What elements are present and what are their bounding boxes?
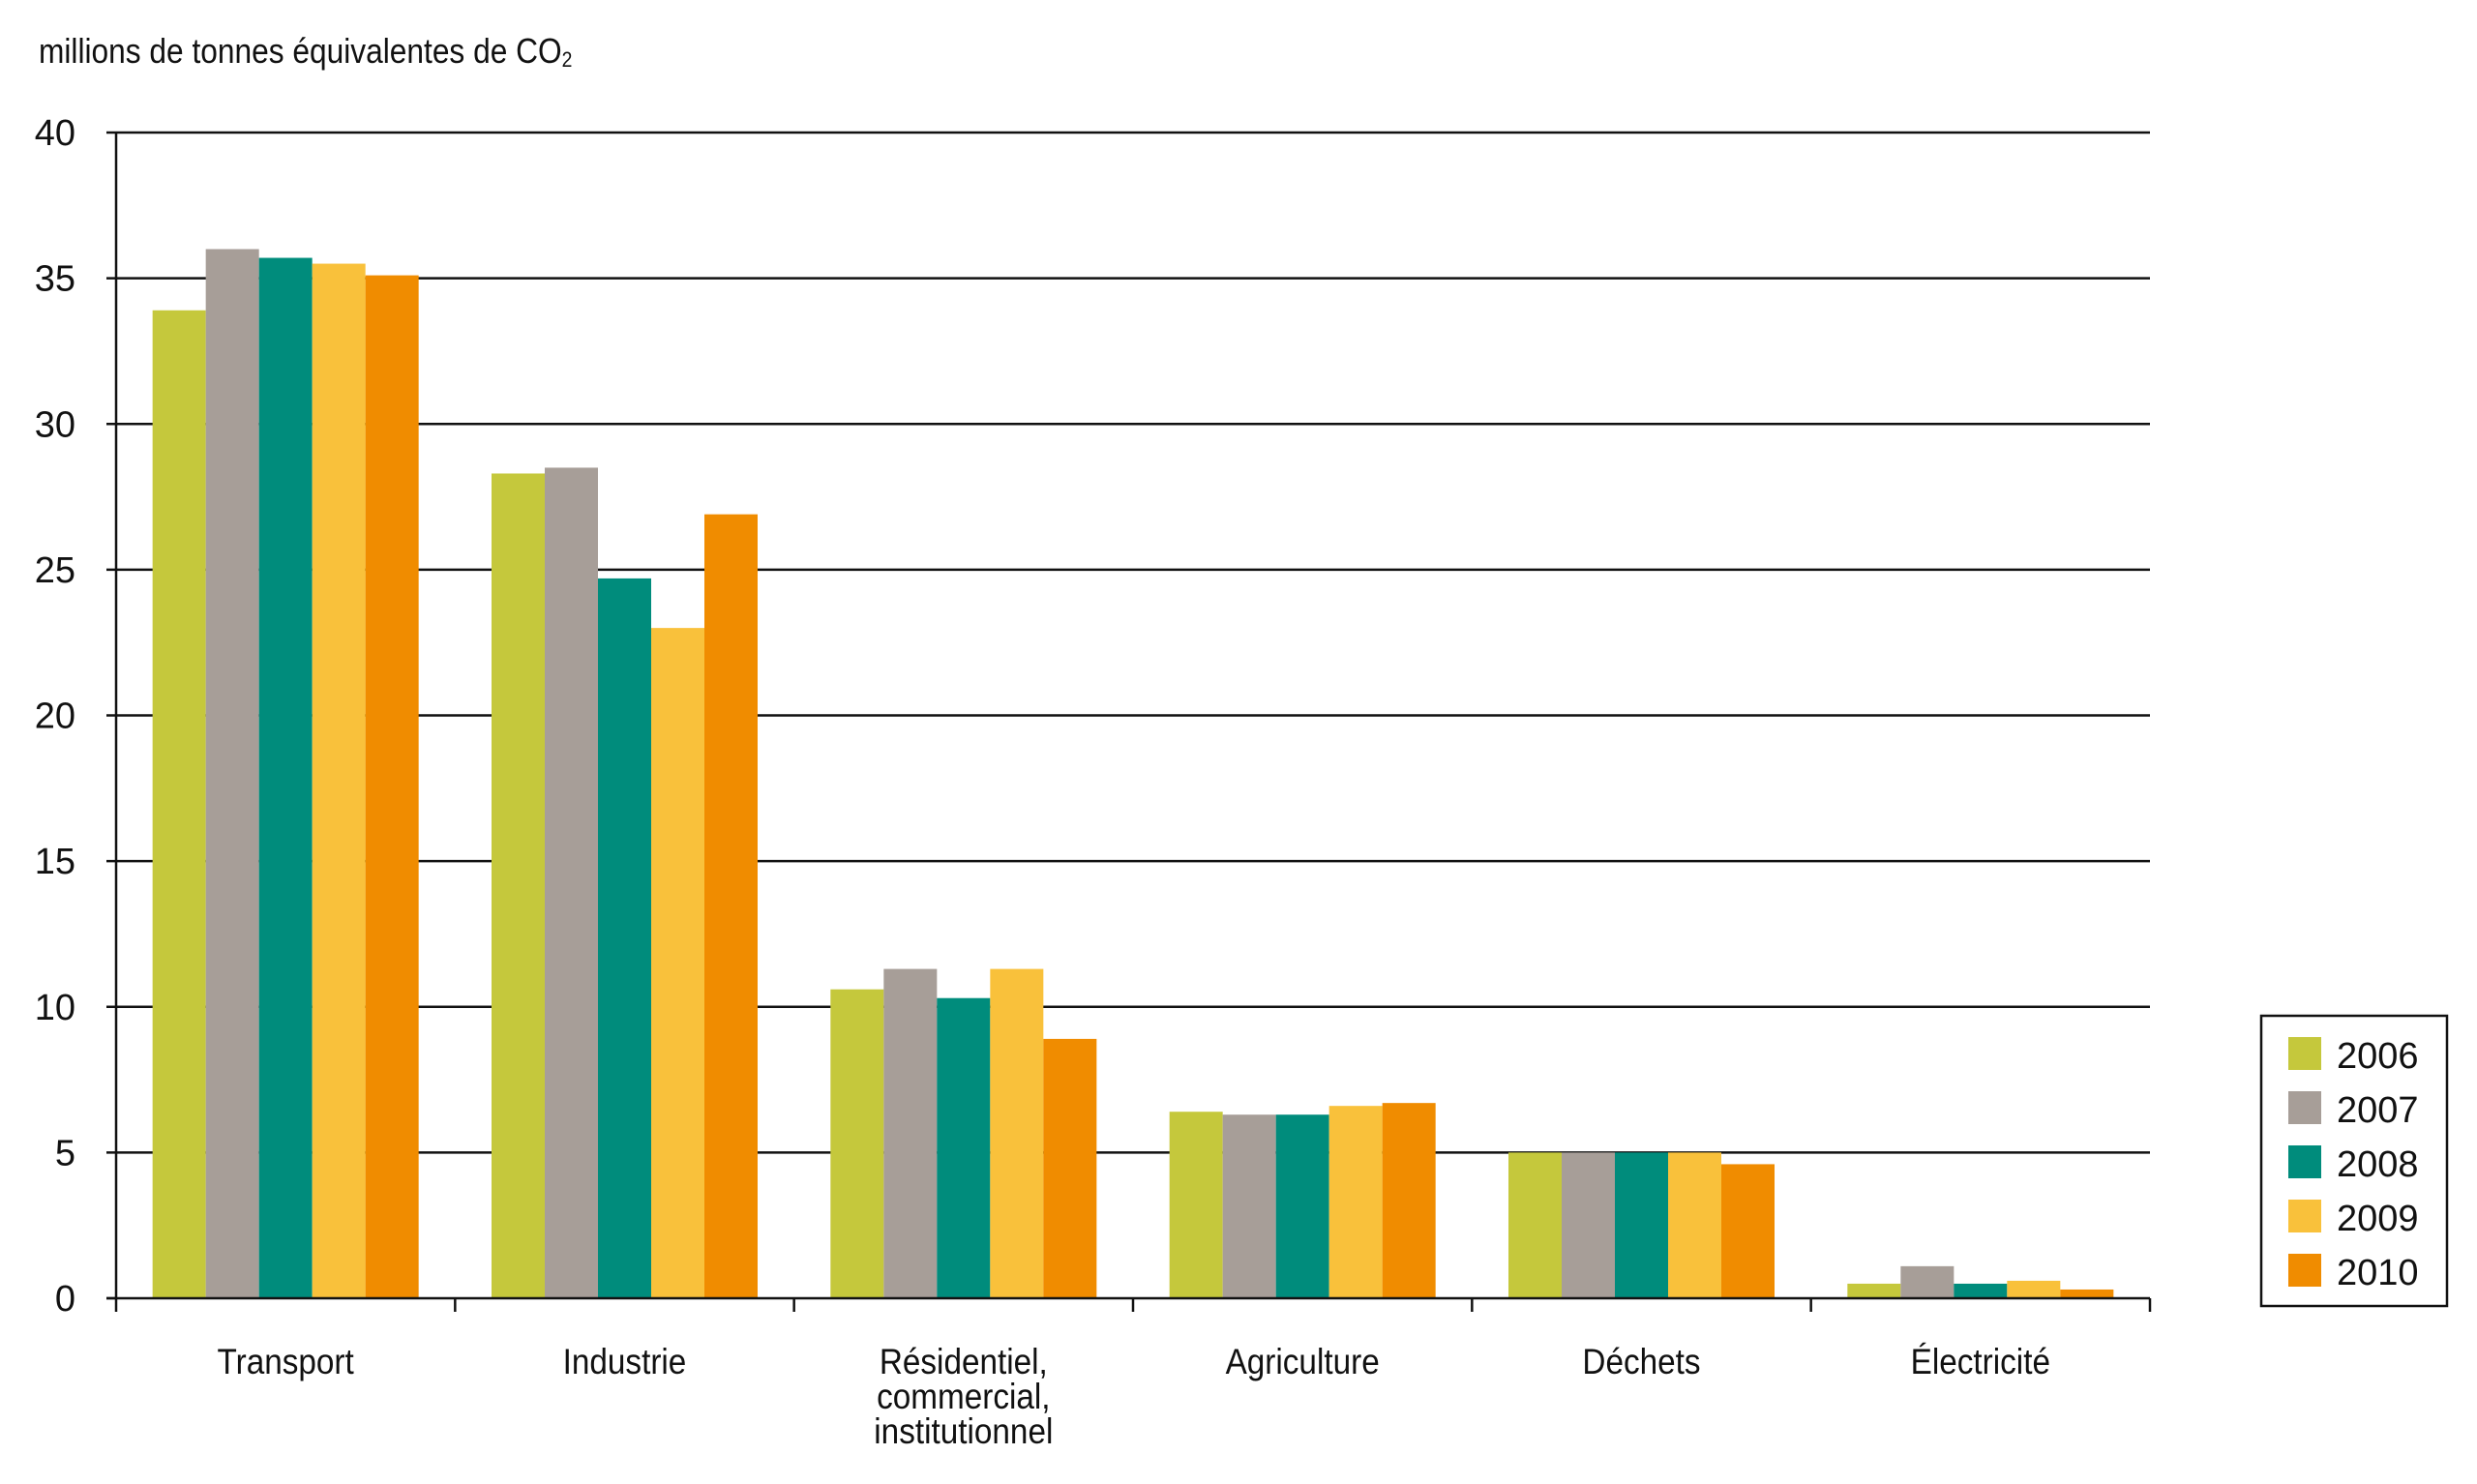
bar bbox=[830, 989, 884, 1298]
bar bbox=[1222, 1114, 1276, 1298]
bar bbox=[990, 968, 1044, 1298]
legend-swatch bbox=[2288, 1254, 2321, 1287]
bar bbox=[1169, 1112, 1223, 1298]
bar bbox=[258, 257, 313, 1299]
bar bbox=[365, 275, 419, 1298]
y-tick-label: 10 bbox=[35, 988, 75, 1028]
x-tick-label: commercial, bbox=[877, 1377, 1050, 1416]
bar bbox=[205, 249, 259, 1298]
bar bbox=[704, 514, 758, 1298]
y-tick-label: 5 bbox=[55, 1133, 75, 1173]
bar bbox=[1043, 1038, 1097, 1298]
bar bbox=[2007, 1280, 2061, 1298]
bar bbox=[883, 968, 938, 1298]
legend-label: 2008 bbox=[2337, 1144, 2419, 1185]
y-tick-label: 40 bbox=[35, 113, 75, 154]
y-axis-label-text: millions de tonnes équivalentes de CO bbox=[39, 31, 562, 71]
bar bbox=[1562, 1152, 1615, 1298]
bar bbox=[1668, 1152, 1721, 1298]
x-tick-label: Transport bbox=[218, 1342, 354, 1381]
legend-swatch bbox=[2288, 1145, 2321, 1178]
y-tick-label: 15 bbox=[35, 842, 75, 882]
bar bbox=[1721, 1164, 1775, 1298]
y-axis-label-subscript: 2 bbox=[561, 47, 573, 72]
legend-label: 2007 bbox=[2337, 1090, 2419, 1131]
y-tick-label: 20 bbox=[35, 697, 75, 737]
x-tick-label: Résidentiel, bbox=[880, 1342, 1048, 1381]
y-axis-label: millions de tonnes équivalentes de CO2 bbox=[39, 31, 572, 73]
bar bbox=[1275, 1114, 1329, 1298]
bar bbox=[1954, 1283, 2008, 1298]
legend-label: 2006 bbox=[2337, 1036, 2419, 1077]
x-tick-label: Électricité bbox=[1911, 1342, 2050, 1381]
x-tick-label: Agriculture bbox=[1226, 1342, 1380, 1381]
legend-swatch bbox=[2288, 1200, 2321, 1232]
bar bbox=[1382, 1103, 1436, 1298]
legend-label: 2009 bbox=[2337, 1199, 2419, 1239]
bar bbox=[598, 578, 651, 1298]
x-tick-label: Déchets bbox=[1582, 1342, 1700, 1381]
bar bbox=[152, 310, 206, 1298]
bar bbox=[651, 628, 704, 1298]
y-tick-label: 30 bbox=[35, 404, 75, 445]
bar bbox=[1900, 1265, 1955, 1298]
x-tick-label: Industrie bbox=[563, 1342, 687, 1381]
y-tick-label: 25 bbox=[35, 550, 75, 591]
bar bbox=[312, 263, 366, 1298]
bar bbox=[1328, 1106, 1383, 1298]
bar bbox=[492, 473, 545, 1298]
bar bbox=[1847, 1283, 1901, 1298]
x-tick-label: institutionnel bbox=[874, 1411, 1053, 1451]
bar bbox=[1508, 1152, 1562, 1298]
y-tick-label: 0 bbox=[55, 1279, 75, 1320]
bar bbox=[937, 997, 991, 1298]
legend-swatch bbox=[2288, 1037, 2321, 1070]
bar bbox=[545, 467, 598, 1298]
y-tick-label: 35 bbox=[35, 259, 75, 300]
legend-swatch bbox=[2288, 1091, 2321, 1124]
bar bbox=[2060, 1289, 2114, 1298]
legend-label: 2010 bbox=[2337, 1253, 2419, 1293]
bar bbox=[1615, 1152, 1668, 1298]
